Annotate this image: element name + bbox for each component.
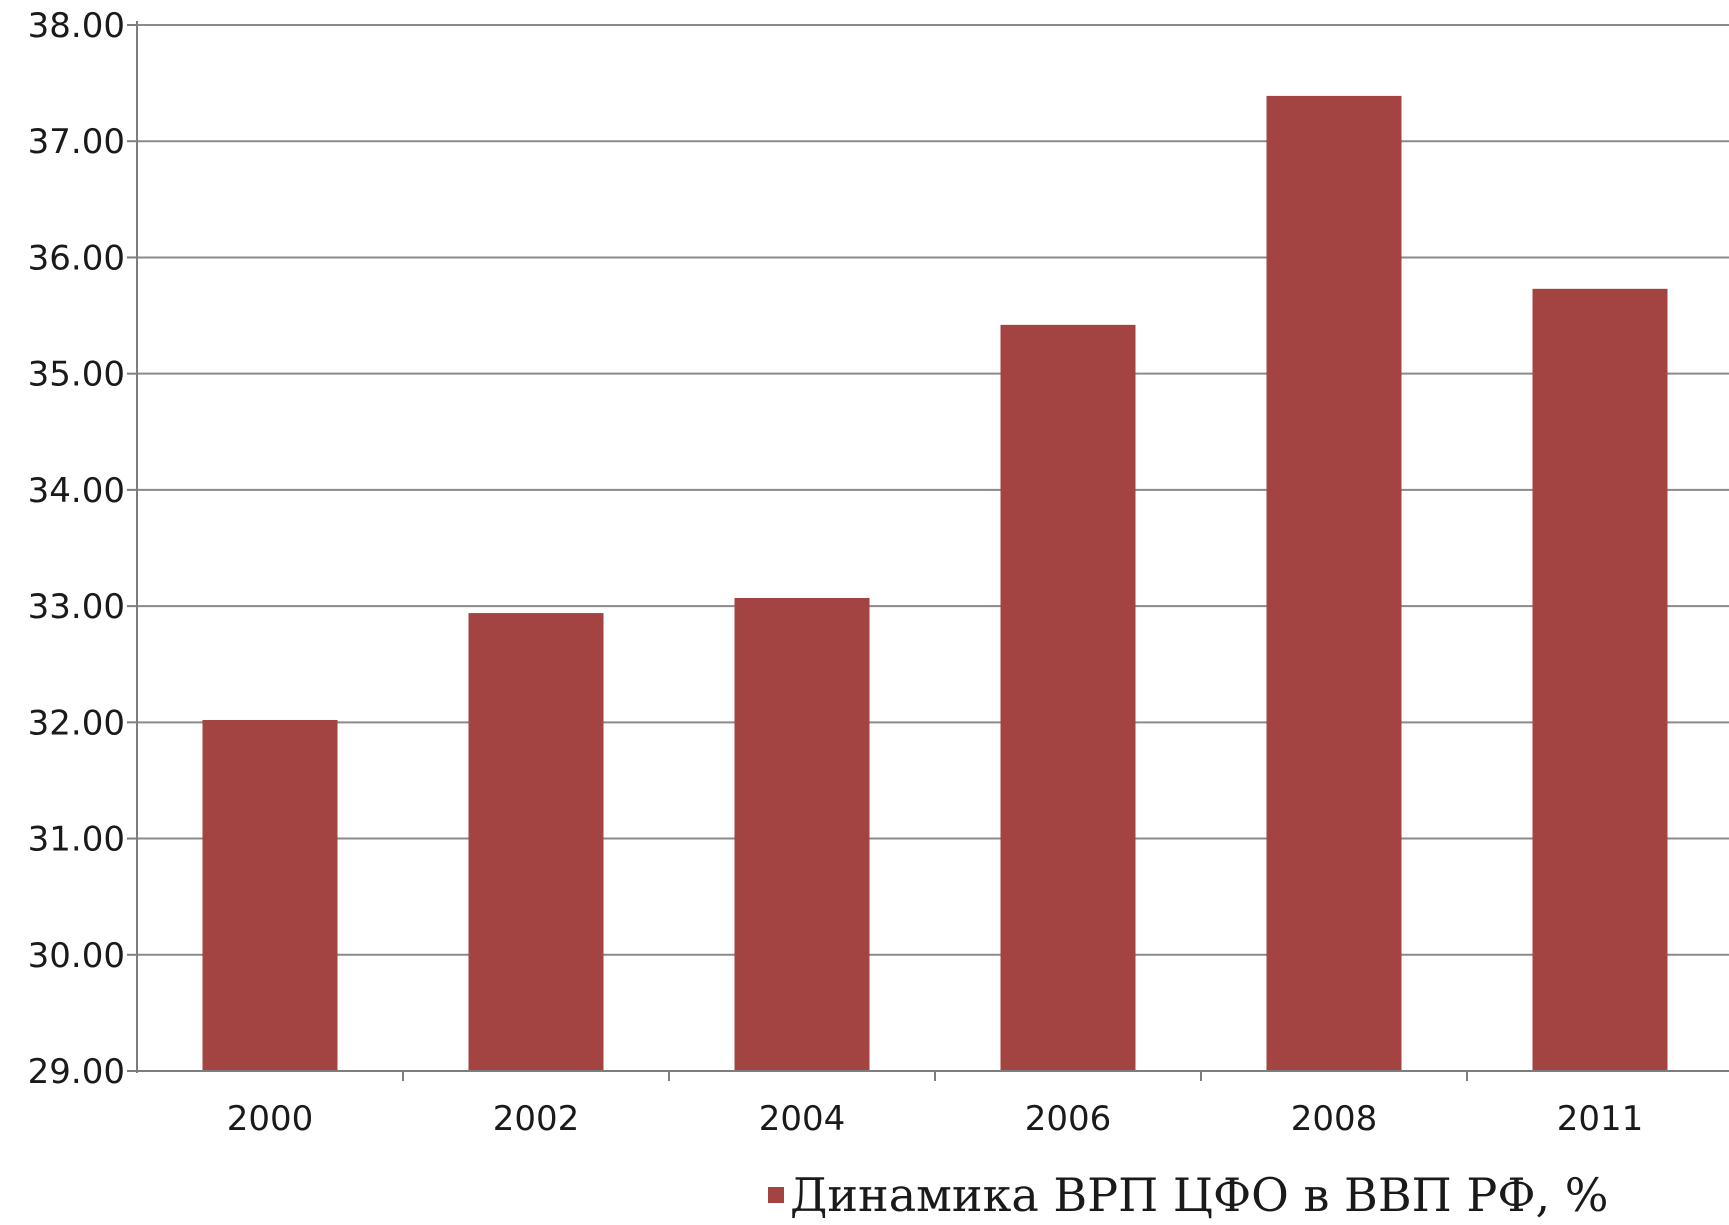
y-tick-label: 30.00	[28, 936, 125, 976]
bar-2006	[1001, 325, 1136, 1071]
bar-chart: 29.00 30.00 31.00 32.00 33.00 34.00 35.00 36.00…	[0, 0, 1729, 1165]
x-tick-label: 2000	[227, 1099, 314, 1139]
y-tick-label: 34.00	[28, 471, 125, 511]
y-tick-label: 36.00	[28, 238, 125, 278]
x-tick-label: 2002	[493, 1099, 580, 1139]
y-tick-label: 35.00	[28, 355, 125, 395]
bar-2000	[203, 720, 338, 1071]
x-tick-label: 2004	[759, 1099, 846, 1139]
y-tick-label: 38.00	[28, 6, 125, 46]
y-tick-label: 37.00	[28, 122, 125, 162]
x-tick-label: 2006	[1025, 1099, 1112, 1139]
y-tick-label: 32.00	[28, 703, 125, 743]
legend: Динамика ВРП ЦФО в ВВП РФ, %	[768, 1165, 1608, 1225]
bar-2004	[735, 598, 870, 1071]
bar-2011	[1533, 289, 1668, 1071]
legend-swatch	[768, 1187, 784, 1203]
bar-2008	[1267, 96, 1402, 1071]
y-tick-label: 29.00	[28, 1052, 125, 1092]
x-tick-label: 2011	[1557, 1099, 1644, 1139]
legend-label: Динамика ВРП ЦФО в ВВП РФ, %	[790, 1168, 1608, 1222]
y-tick-label: 33.00	[28, 587, 125, 627]
bar-2002	[469, 613, 604, 1071]
y-tick-label: 31.00	[28, 820, 125, 860]
x-tick-label: 2008	[1291, 1099, 1378, 1139]
